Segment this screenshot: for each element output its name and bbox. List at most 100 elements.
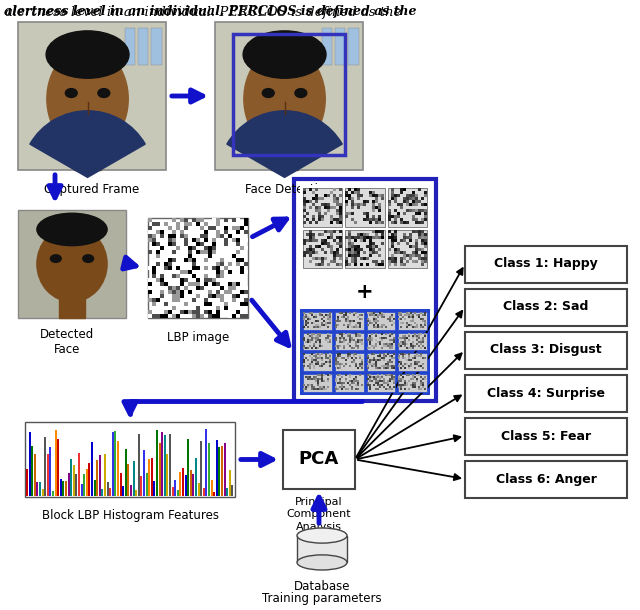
Bar — [330, 229, 333, 232]
Bar — [240, 258, 244, 262]
Bar — [422, 337, 424, 339]
Text: Class 6: Anger: Class 6: Anger — [495, 473, 596, 486]
Bar — [339, 367, 340, 370]
Bar — [388, 346, 390, 349]
Bar — [349, 312, 351, 314]
Bar — [307, 320, 309, 322]
Bar — [351, 357, 353, 359]
Bar — [415, 212, 418, 215]
Bar — [398, 318, 400, 320]
Bar — [422, 318, 424, 320]
Bar — [309, 248, 312, 251]
Bar — [81, 484, 83, 496]
Bar — [325, 353, 327, 356]
Bar — [330, 245, 333, 248]
Bar — [378, 376, 381, 378]
Bar — [148, 238, 152, 242]
Bar — [422, 314, 424, 316]
Bar — [312, 197, 315, 200]
Bar — [406, 200, 409, 203]
Bar — [200, 441, 202, 496]
Bar — [390, 367, 392, 370]
Bar — [190, 470, 192, 496]
Bar — [378, 378, 381, 380]
Bar — [309, 188, 312, 191]
Bar — [355, 345, 356, 346]
Bar — [312, 248, 315, 251]
Bar — [335, 359, 337, 362]
Bar — [236, 230, 240, 234]
Bar — [416, 337, 419, 339]
Bar — [399, 191, 403, 194]
Bar — [366, 257, 369, 259]
Bar — [346, 200, 348, 203]
Bar — [216, 294, 220, 298]
Ellipse shape — [65, 88, 77, 98]
Bar — [213, 492, 215, 496]
Bar — [353, 346, 355, 349]
Bar — [348, 248, 351, 251]
Bar — [172, 242, 176, 246]
Bar — [388, 320, 390, 322]
Bar — [311, 388, 313, 390]
Bar — [355, 248, 357, 251]
Bar — [360, 203, 364, 206]
Bar — [424, 378, 426, 380]
Bar — [367, 362, 369, 364]
Bar — [408, 374, 410, 376]
Bar — [180, 230, 184, 234]
Bar — [184, 222, 188, 226]
Bar — [351, 191, 355, 194]
Bar — [172, 254, 176, 258]
Bar — [400, 345, 403, 346]
Bar — [412, 259, 415, 262]
Bar — [180, 314, 184, 318]
Bar — [424, 357, 426, 359]
Bar — [357, 188, 360, 191]
Bar — [406, 242, 409, 245]
Bar — [212, 266, 216, 270]
Bar — [168, 262, 172, 266]
Bar — [307, 316, 309, 318]
Bar — [200, 302, 204, 306]
Bar — [351, 362, 353, 364]
Bar — [420, 376, 422, 378]
Bar — [348, 245, 351, 248]
Bar — [303, 239, 306, 242]
Bar — [315, 362, 317, 364]
Bar — [335, 324, 337, 326]
Bar — [346, 235, 348, 239]
Bar — [160, 302, 164, 306]
Bar — [378, 254, 381, 257]
Bar — [403, 212, 406, 215]
Bar — [346, 203, 348, 206]
Bar — [422, 364, 424, 365]
Bar — [348, 235, 351, 239]
Bar — [400, 337, 403, 339]
Bar — [424, 212, 427, 215]
Ellipse shape — [98, 88, 110, 98]
Bar — [156, 242, 160, 246]
Bar — [168, 242, 172, 246]
Bar — [399, 257, 403, 259]
Bar — [224, 218, 228, 222]
Bar — [372, 384, 374, 386]
Bar — [415, 254, 418, 257]
Ellipse shape — [244, 47, 325, 151]
Bar — [400, 367, 403, 370]
Bar — [390, 339, 392, 340]
Bar — [196, 242, 200, 246]
Bar — [327, 374, 329, 376]
Bar — [313, 376, 315, 378]
Bar — [343, 382, 345, 384]
Bar — [412, 229, 415, 232]
Bar — [400, 343, 403, 345]
Bar — [184, 278, 188, 282]
Bar — [408, 365, 410, 367]
Bar — [318, 232, 321, 235]
Bar — [339, 386, 340, 388]
Bar — [419, 314, 420, 316]
Bar — [240, 270, 244, 274]
Bar — [369, 380, 371, 382]
Bar — [220, 262, 224, 266]
